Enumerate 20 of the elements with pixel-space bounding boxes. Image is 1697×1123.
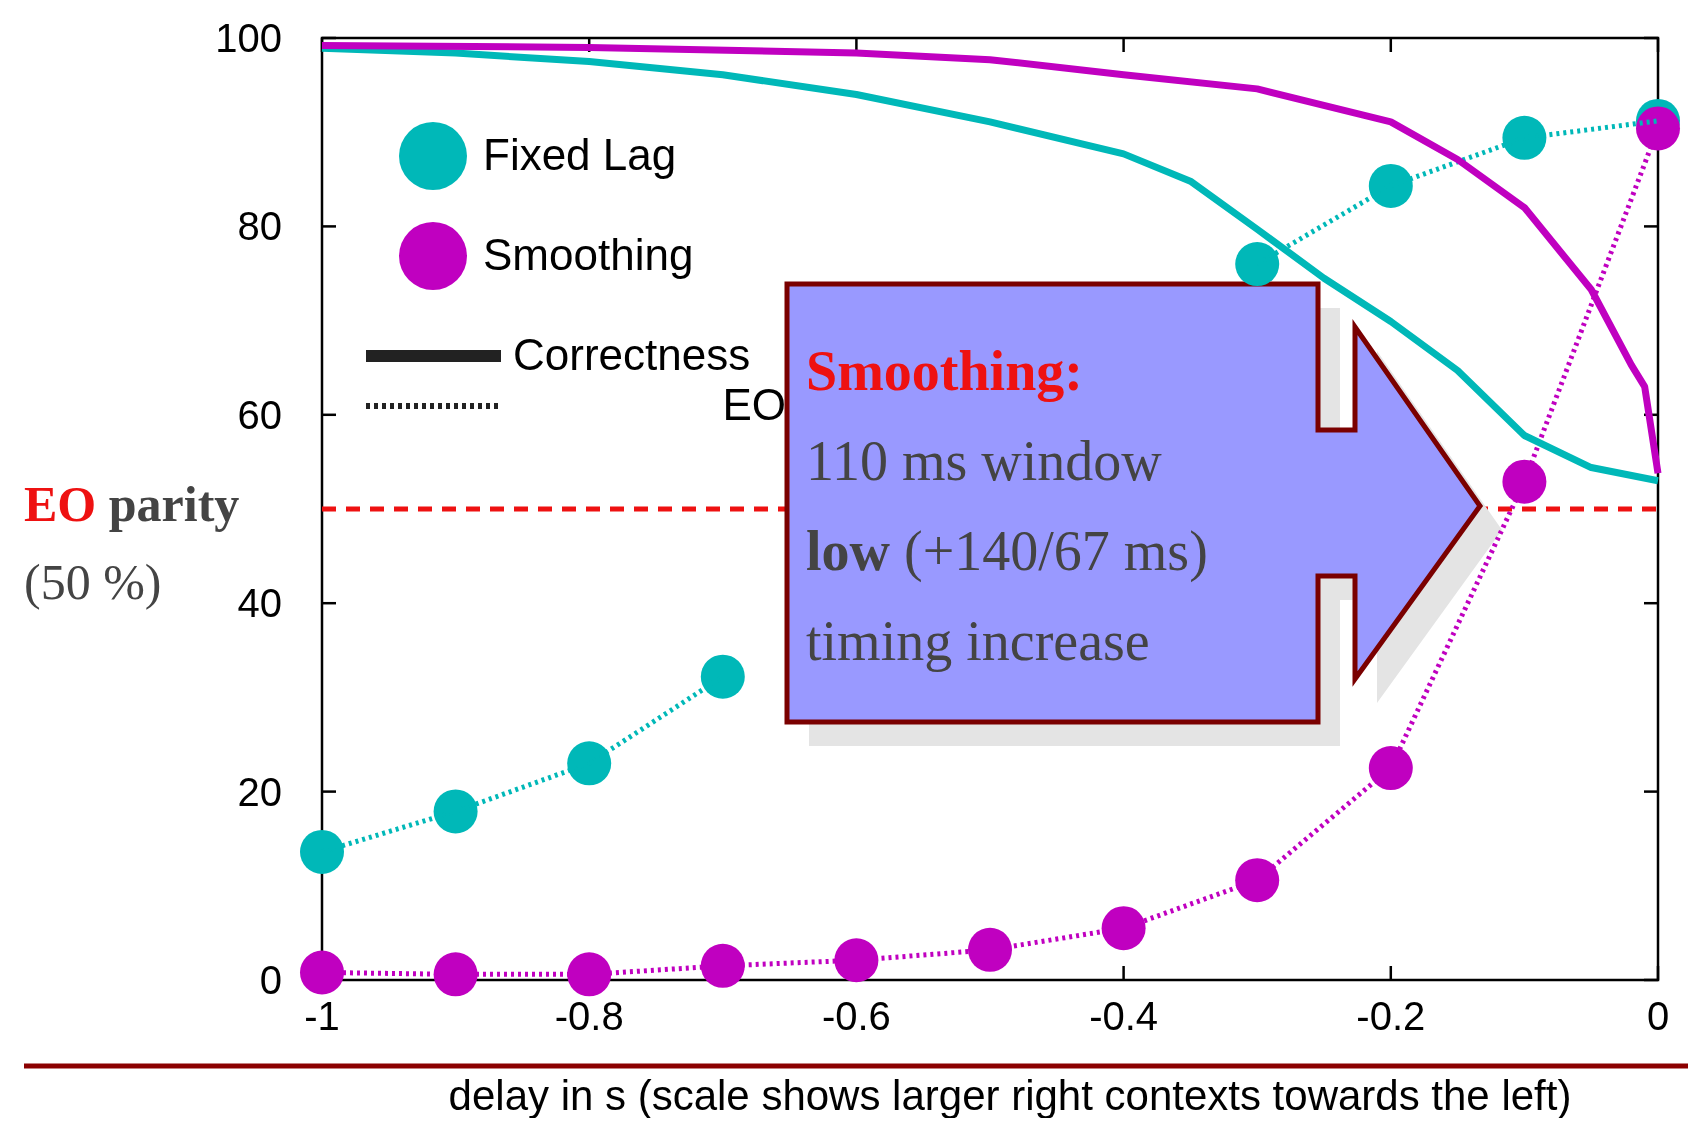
x-tick-label: -0.6 [821,994,891,1038]
annotation: EO [722,380,786,429]
y-tick-label: 80 [237,204,282,249]
annotation: timing increase [806,610,1150,672]
x-tick-label: -0.4 [1089,994,1159,1038]
x-tick-label: 0 [1646,994,1670,1038]
y-tick-label: 0 [259,958,282,1002]
y-tick-label: 40 [237,581,282,626]
annotation: Smoothing: [806,340,1083,402]
annotation: Correctness [513,330,751,379]
x-tick-label: -1 [304,994,340,1038]
y-tick-label: 20 [237,769,282,814]
legend-label: Smoothing [483,230,694,279]
y-tick-label: 100 [215,16,282,60]
y-tick-label: 60 [237,392,282,437]
annotation: 110 ms window [806,430,1163,492]
x-tick-label: -0.2 [1356,994,1426,1038]
legend-label: Fixed Lag [483,130,677,179]
x-tick-label: -0.8 [554,994,624,1038]
annotation: low (+140/67 ms) [806,520,1208,583]
